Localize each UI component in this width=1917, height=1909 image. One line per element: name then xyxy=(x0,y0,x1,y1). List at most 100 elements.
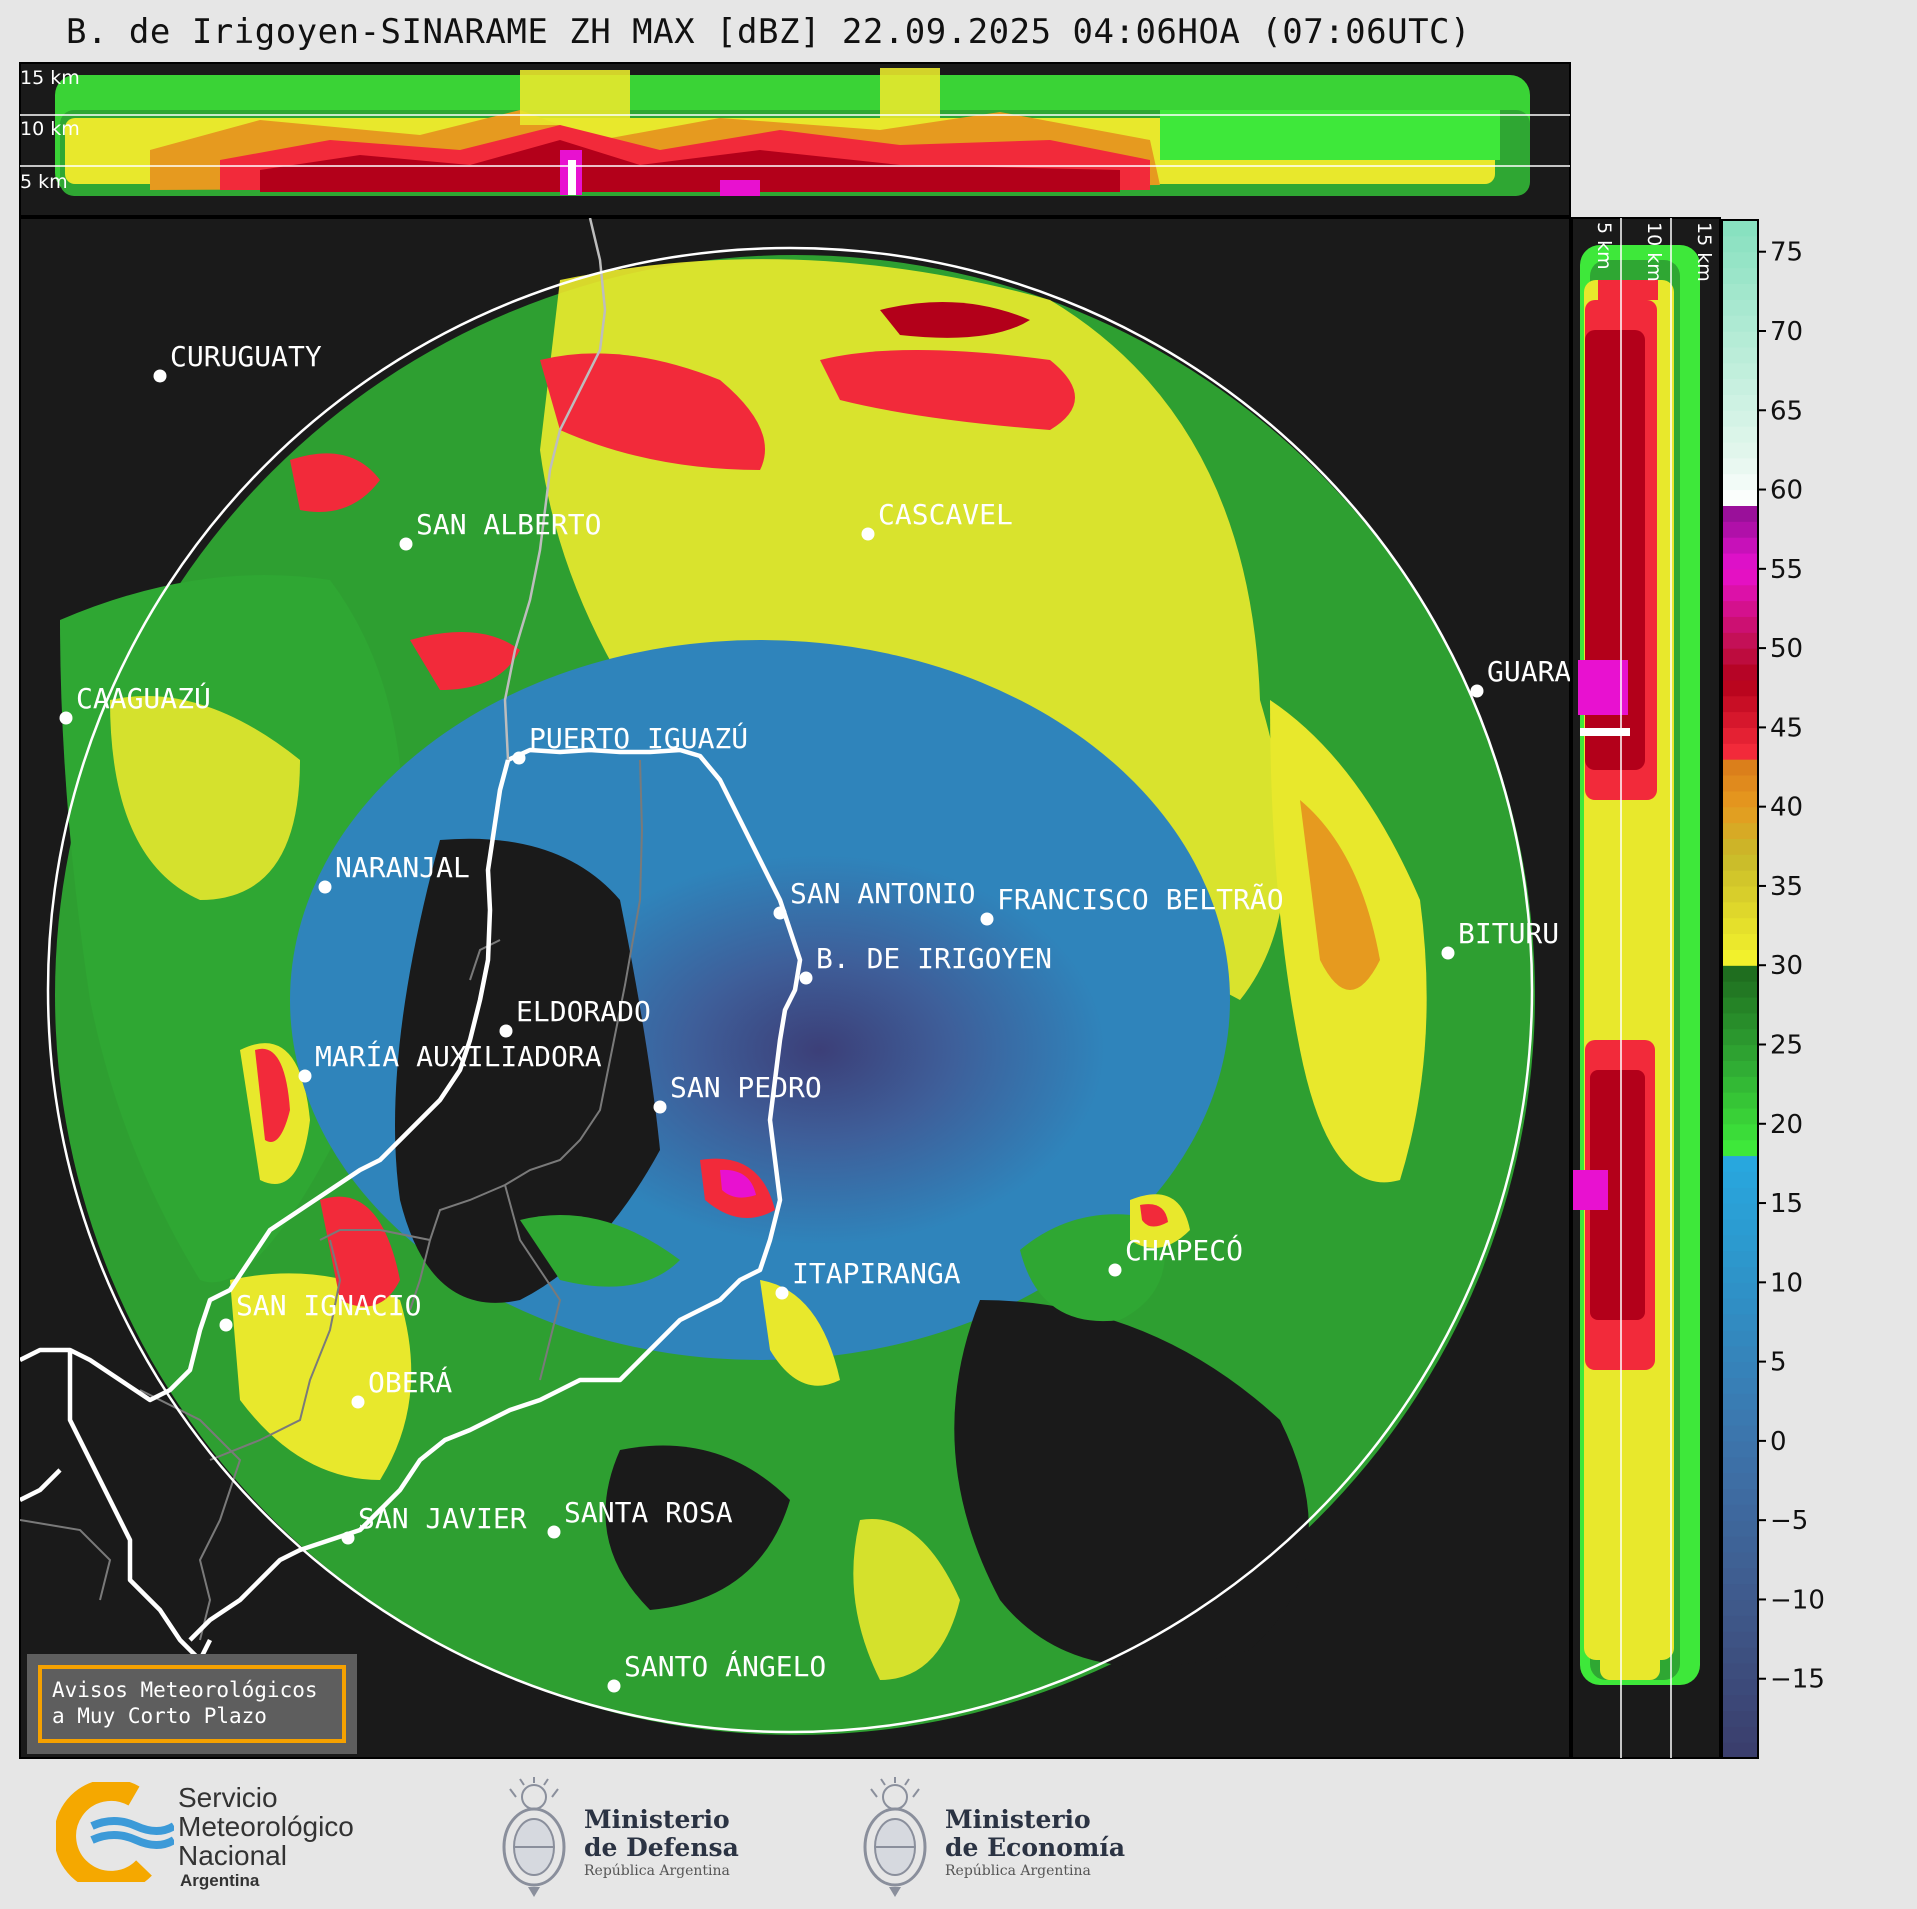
colorbar-tick-label: 35 xyxy=(1770,872,1803,902)
colorbar-band xyxy=(1722,1092,1758,1109)
smn-line2: Meteorológico xyxy=(178,1811,354,1842)
alert-box[interactable]: Avisos Meteorológicos a Muy Corto Plazo xyxy=(27,1654,357,1754)
city-label: CAAGUAZÚ xyxy=(76,681,211,715)
city-marker: GUARA xyxy=(1470,655,1570,698)
colorbar-band xyxy=(1722,1393,1758,1410)
admin-borders xyxy=(20,759,644,1641)
city-marker: B. DE IRIGOYEN xyxy=(799,942,1052,985)
colorbar-band xyxy=(1722,917,1758,935)
colorbar-band xyxy=(1722,1377,1758,1394)
colorbar-band xyxy=(1722,1107,1758,1125)
colorbar-band xyxy=(1722,1076,1758,1093)
top-label-5km: 5 km xyxy=(20,171,68,193)
smn-country: Argentina xyxy=(180,1871,260,1890)
colorbar-band xyxy=(1722,711,1758,728)
city-marker: NARANJAL xyxy=(318,851,470,894)
colorbar-band xyxy=(1722,1678,1758,1696)
colorbar-band xyxy=(1722,648,1758,665)
argentina-seal-icon-economia xyxy=(863,1777,927,1897)
smn-line1: Servicio xyxy=(178,1782,278,1813)
colorbar-band xyxy=(1722,1456,1758,1474)
colorbar-band xyxy=(1722,489,1758,507)
colorbar-band xyxy=(1722,299,1758,316)
city-label: SAN JAVIER xyxy=(358,1502,527,1535)
colorbar-band xyxy=(1722,838,1758,855)
city-dot xyxy=(1470,684,1484,698)
colorbar-tick-label: 0 xyxy=(1770,1427,1787,1457)
city-dot xyxy=(1441,946,1455,960)
colorbar-tick-label: −15 xyxy=(1770,1665,1825,1695)
colorbar-band xyxy=(1722,1567,1758,1585)
colorbar-band xyxy=(1722,1615,1758,1632)
colorbar-band xyxy=(1722,1139,1758,1157)
colorbar-band xyxy=(1722,457,1758,475)
colorbar-band xyxy=(1722,1726,1758,1743)
colorbar-band xyxy=(1722,220,1758,237)
smn-wordmark: Servicio Meteorológico Nacional Argentin… xyxy=(178,1783,354,1892)
reflectivity-field xyxy=(55,255,1535,1735)
city-marker: CHAPECÓ xyxy=(1108,1233,1243,1277)
city-dot xyxy=(219,1318,233,1332)
page-title: B. de Irigoyen-SINARAME ZH MAX [dBZ] 22.… xyxy=(66,12,1471,52)
colorbar-band xyxy=(1722,663,1758,681)
city-dot xyxy=(547,1525,561,1539)
colorbar-band xyxy=(1722,568,1758,586)
top-label-10km: 10 km xyxy=(20,118,80,140)
economia-sub: República Argentina xyxy=(945,1863,1091,1879)
colorbar-band xyxy=(1722,1187,1758,1204)
colorbar-band xyxy=(1722,901,1758,919)
city-label: PUERTO IGUAZÚ xyxy=(529,721,748,755)
colorbar-tick-label: 30 xyxy=(1770,951,1803,981)
colorbar-band xyxy=(1722,1123,1758,1141)
city-dot xyxy=(318,880,332,894)
city-dot xyxy=(153,369,167,383)
colorbar-tick-label: 15 xyxy=(1770,1189,1803,1219)
colorbar-band xyxy=(1722,1234,1758,1252)
city-marker: SAN IGNACIO xyxy=(219,1289,421,1332)
side-label-15km: 15 km xyxy=(1693,222,1715,282)
colorbar-band xyxy=(1722,283,1758,300)
colorbar-band xyxy=(1722,1472,1758,1490)
colorbar-band xyxy=(1722,1425,1758,1442)
colorbar-tick-label: −5 xyxy=(1770,1506,1808,1536)
city-dot xyxy=(773,906,787,920)
colorbar-band xyxy=(1722,1536,1758,1553)
alert-box-line1: Avisos Meteorológicos xyxy=(52,1678,318,1702)
colorbar-tick-label: 40 xyxy=(1770,793,1803,823)
colorbar-band xyxy=(1722,235,1758,253)
colorbar-band xyxy=(1722,1314,1758,1331)
city-dot xyxy=(861,527,875,541)
alert-box-line2: a Muy Corto Plazo xyxy=(52,1704,267,1728)
colorbar-band xyxy=(1722,1298,1758,1315)
city-label: CASCAVEL xyxy=(878,498,1013,531)
colorbar-band xyxy=(1722,616,1758,633)
city-label: CURUGUATY xyxy=(170,340,322,373)
colorbar-band xyxy=(1722,996,1758,1014)
smn-logo-icon xyxy=(56,1782,174,1882)
city-label: FRANCISCO BELTRÃO xyxy=(997,883,1284,916)
colorbar-tick-label: 25 xyxy=(1770,1030,1803,1060)
city-dot xyxy=(59,711,73,725)
colorbar-band xyxy=(1722,267,1758,285)
side-height-profile-panel: 5 km 10 km 15 km xyxy=(1571,217,1721,1759)
city-label: B. DE IRIGOYEN xyxy=(816,942,1052,975)
colorbar-band xyxy=(1722,933,1758,950)
colorbar-band xyxy=(1722,806,1758,824)
ministerio-economia-wordmark: Ministerio de Economía República Argenti… xyxy=(945,1806,1125,1880)
city-marker: SAN ALBERTO xyxy=(399,508,601,551)
city-marker: MARÍA AUXILIADORA xyxy=(298,1039,602,1083)
colorbar-band xyxy=(1722,521,1758,538)
colorbar-band xyxy=(1722,1218,1758,1236)
colorbar-band xyxy=(1722,743,1758,760)
colorbar-band xyxy=(1722,330,1758,348)
economia-line2: de Economía xyxy=(945,1833,1126,1862)
smn-line3: Nacional xyxy=(178,1840,287,1871)
colorbar-band xyxy=(1722,505,1758,522)
colorbar-band xyxy=(1722,552,1758,570)
city-dot xyxy=(399,537,413,551)
colorbar-band xyxy=(1722,870,1758,887)
city-label: MARÍA AUXILIADORA xyxy=(315,1039,602,1073)
colorbar-band xyxy=(1722,346,1758,364)
city-dot xyxy=(799,971,813,985)
